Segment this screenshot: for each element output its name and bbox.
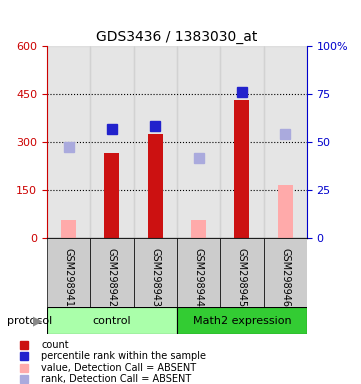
Bar (61, 220, 76, 238)
Text: percentile rank within the sample: percentile rank within the sample (41, 351, 206, 361)
Text: GSM298943: GSM298943 (150, 248, 160, 308)
Text: count: count (41, 340, 69, 350)
Bar (90, 46, 134, 238)
Text: GSM298946: GSM298946 (280, 248, 290, 308)
Text: control: control (93, 316, 131, 326)
FancyBboxPatch shape (264, 238, 307, 307)
Text: protocol: protocol (7, 316, 52, 326)
Text: ▶: ▶ (32, 314, 42, 327)
FancyBboxPatch shape (220, 238, 264, 307)
Text: GSM298944: GSM298944 (193, 248, 204, 308)
Bar (104, 153, 119, 238)
FancyBboxPatch shape (90, 238, 134, 307)
Bar (148, 134, 163, 238)
Bar (278, 185, 293, 238)
Text: rank, Detection Call = ABSENT: rank, Detection Call = ABSENT (41, 374, 191, 384)
Bar (47, 46, 90, 238)
FancyBboxPatch shape (177, 238, 220, 307)
FancyBboxPatch shape (47, 238, 90, 307)
FancyBboxPatch shape (134, 238, 177, 307)
Bar (264, 46, 307, 238)
Bar (234, 101, 249, 238)
Text: GSM298942: GSM298942 (107, 248, 117, 308)
Bar (220, 46, 264, 238)
FancyBboxPatch shape (177, 307, 307, 334)
FancyBboxPatch shape (47, 307, 177, 334)
Text: value, Detection Call = ABSENT: value, Detection Call = ABSENT (41, 363, 196, 373)
Title: GDS3436 / 1383030_at: GDS3436 / 1383030_at (96, 30, 258, 44)
Text: Math2 expression: Math2 expression (192, 316, 291, 326)
Text: GSM298945: GSM298945 (237, 248, 247, 308)
Bar (134, 46, 177, 238)
Text: GSM298941: GSM298941 (64, 248, 74, 308)
Bar (177, 46, 220, 238)
Bar (191, 220, 206, 238)
